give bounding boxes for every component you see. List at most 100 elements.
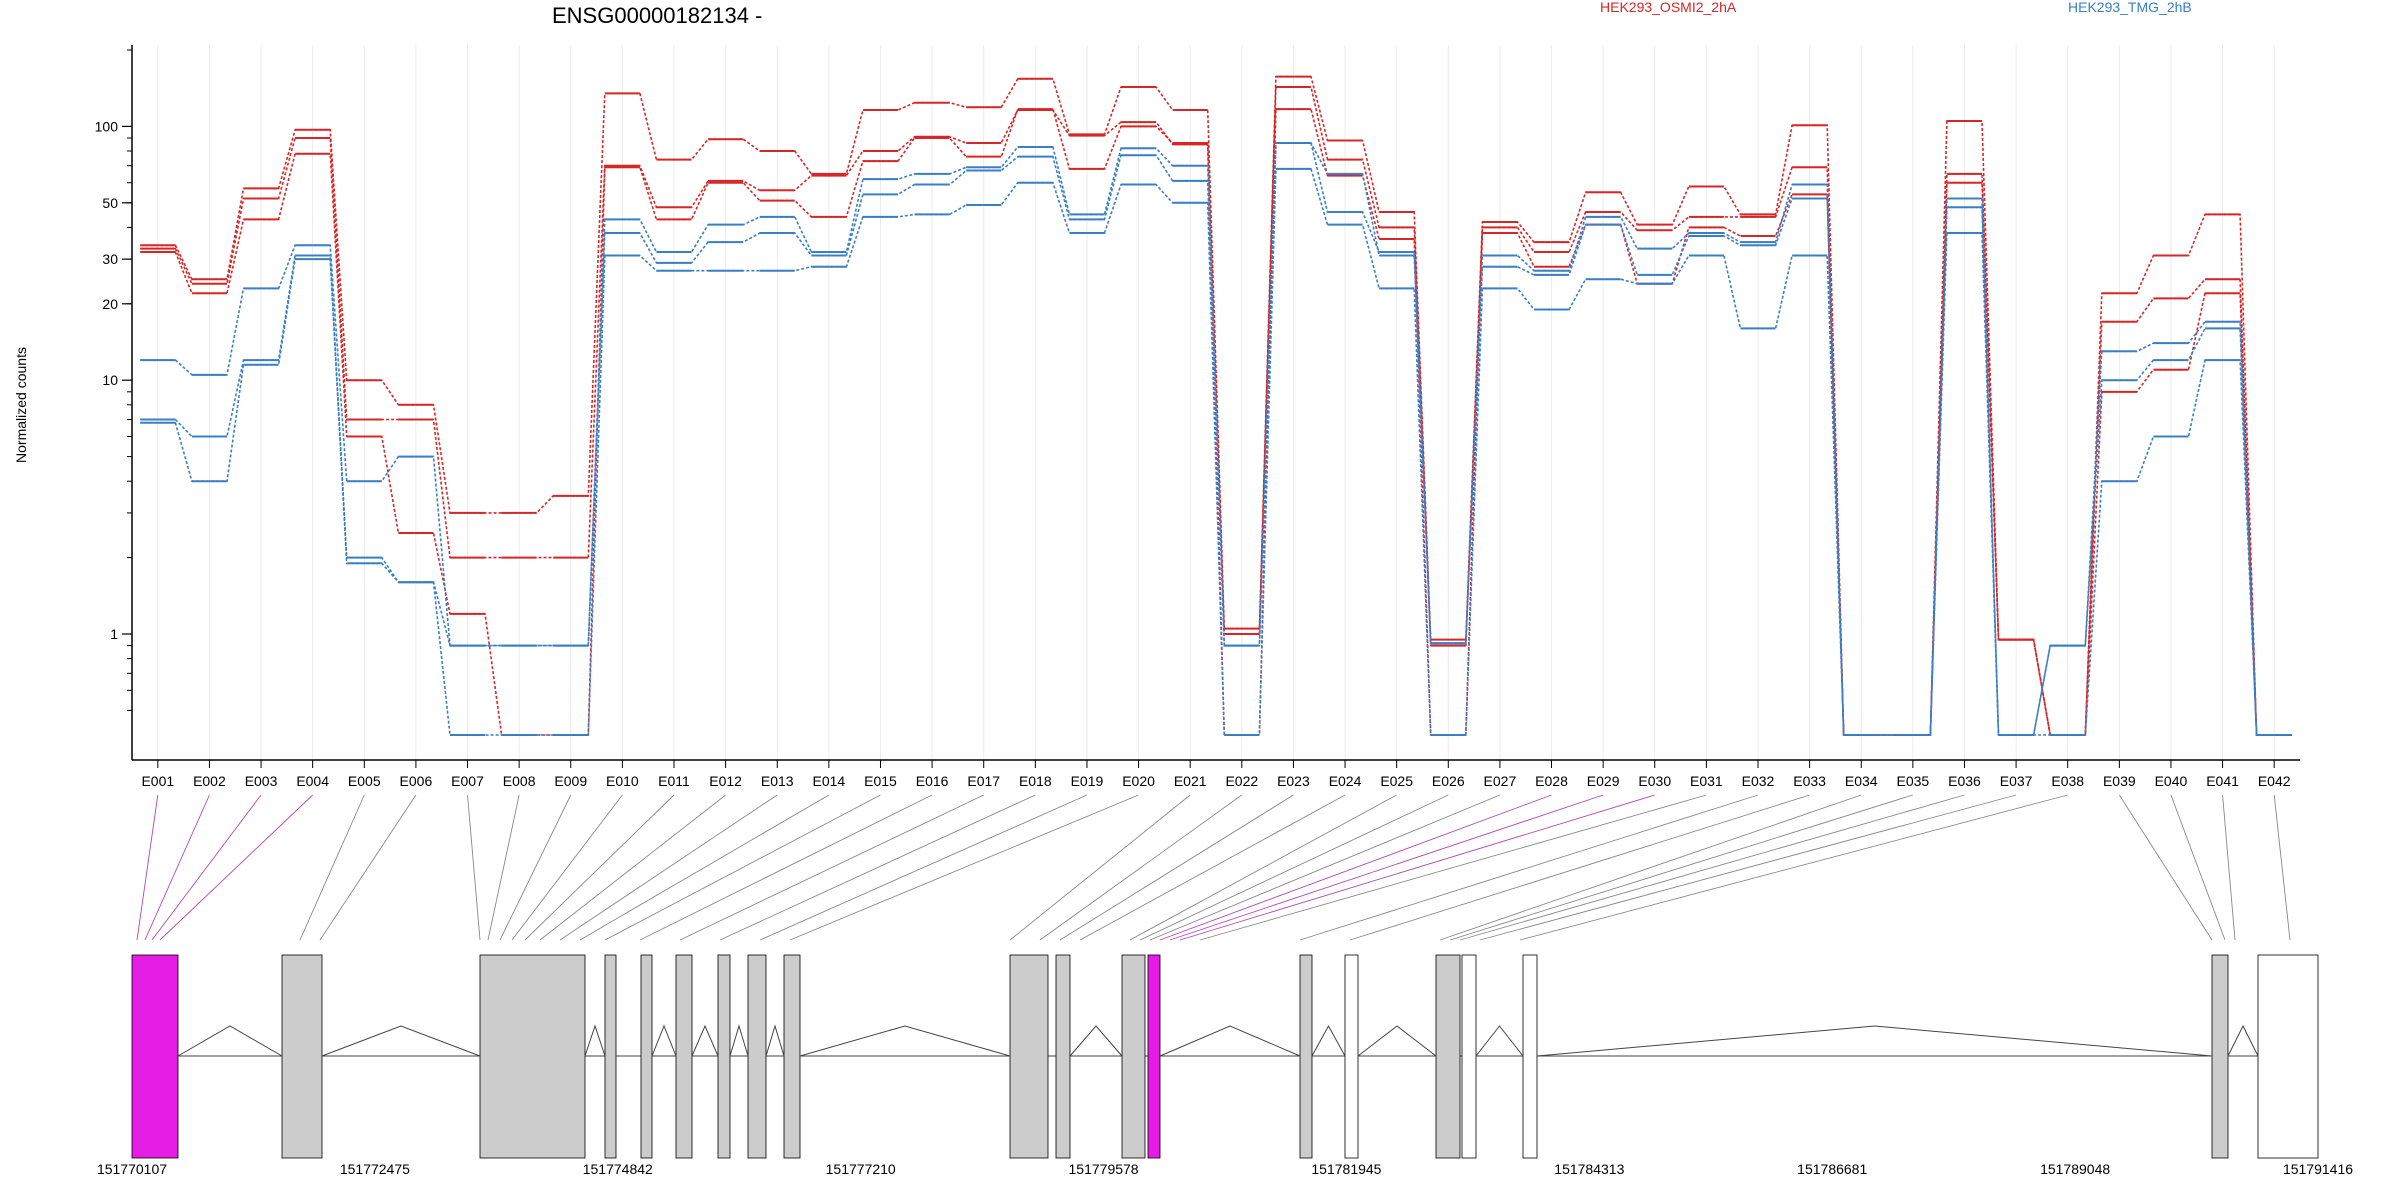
exon-box: [675, 954, 693, 1159]
connector-line: [1299, 794, 1759, 941]
exon-box: [717, 954, 731, 1159]
exon-box: [783, 954, 801, 1159]
x-tick-label: E020: [1122, 773, 1155, 789]
connector-line: [1459, 794, 1965, 941]
x-tick-label: E022: [1225, 773, 1258, 789]
x-tick-label: E033: [1793, 773, 1826, 789]
exon-connector-lines: [136, 794, 2291, 941]
genome-coordinate-label: 151781945: [1311, 1161, 1381, 1177]
intron-chevron: [1357, 1025, 1437, 1057]
intron-chevron: [1311, 1024, 1346, 1057]
x-tick-label: E023: [1277, 773, 1310, 789]
connector-line: [2118, 794, 2213, 941]
connector-line: [2170, 794, 2226, 941]
x-tick-label: E031: [1690, 773, 1723, 789]
genome-coordinate-label: 151774842: [583, 1161, 653, 1177]
exon-box: [1344, 954, 1359, 1159]
exon-box: [747, 954, 767, 1159]
x-tick-label: E016: [916, 773, 949, 789]
connector-line: [299, 794, 365, 941]
connector-line: [604, 794, 881, 941]
connector-line: [679, 794, 984, 941]
intron-chevron: [651, 1024, 677, 1057]
x-tick-label: E027: [1484, 773, 1517, 789]
exon-box: [2211, 954, 2229, 1159]
x-tick-label: E034: [1845, 773, 1878, 789]
x-tick-label: E035: [1897, 773, 1930, 789]
genome-coordinate-label: 151777210: [826, 1161, 896, 1177]
connector-line: [1349, 794, 1810, 941]
exon-box: [1121, 954, 1146, 1159]
connector-line: [2273, 794, 2291, 941]
connector-line: [1169, 794, 1604, 941]
intron-chevron: [765, 1024, 785, 1057]
exon-box: [2257, 954, 2319, 1159]
x-tick-label: E007: [451, 773, 484, 789]
genome-coordinate-label: 151791416: [2283, 1161, 2353, 1177]
connector-line: [159, 794, 313, 941]
connector-line: [1199, 794, 1707, 941]
connector-line: [524, 794, 675, 941]
connector-line: [151, 794, 262, 941]
intron-chevron: [1159, 1025, 1301, 1057]
x-tick-label: E012: [709, 773, 742, 789]
x-tick-label: E015: [864, 773, 897, 789]
connector-line: [539, 794, 726, 941]
intron-chevron: [321, 1025, 481, 1057]
x-tick-label: E004: [296, 773, 329, 789]
exon-box: [1147, 954, 1161, 1159]
x-tick-label: E006: [400, 773, 433, 789]
exon-box: [1299, 954, 1313, 1159]
x-tick-label: E039: [2103, 773, 2136, 789]
connector-line: [1039, 794, 1243, 941]
series-line: [140, 168, 2292, 736]
y-axis: 1 10 20 30 50 100: [95, 45, 133, 760]
x-tick-label: E013: [761, 773, 794, 789]
intron-chevron: [1069, 1025, 1123, 1057]
connector-line: [2222, 794, 2236, 941]
connector-line: [499, 794, 572, 941]
connector-line: [511, 794, 623, 941]
intron-chevron: [584, 1024, 606, 1057]
x-tick-label: E021: [1174, 773, 1207, 789]
x-tick-label: E010: [606, 773, 639, 789]
x-tick-label: E011: [658, 773, 690, 789]
x-tick-label: E025: [1380, 773, 1413, 789]
exon-box: [604, 954, 617, 1159]
x-tick-label: E019: [1071, 773, 1104, 789]
x-tick-label: E042: [2258, 773, 2291, 789]
connector-line: [136, 794, 159, 941]
legend-entry-tmg: HEK293_TMG_2hB: [2068, 0, 2192, 15]
connector-line: [1179, 794, 1655, 941]
intron-chevron: [729, 1024, 749, 1057]
y-tick-label: 10: [102, 372, 118, 388]
connector-line: [1149, 794, 1501, 941]
genome-coordinate-label: 151786681: [1797, 1161, 1867, 1177]
connector-line: [144, 794, 210, 941]
genome-coordinate-axis: 151770107 151772475 151774842 151777210 1517…: [97, 1161, 2353, 1177]
connector-line: [1059, 794, 1294, 941]
connector-line: [789, 794, 1139, 941]
x-axis: E001 E002 E003 E004 E005 E006 E007 E008 E009 E010…: [132, 759, 2300, 789]
connector-line: [1079, 794, 1346, 941]
x-tick-label: E008: [503, 773, 536, 789]
x-tick-label: E038: [2051, 773, 2084, 789]
exon-box: [131, 954, 179, 1159]
series-line: [140, 108, 2292, 736]
legend-entry-osmi2: HEK293_OSMI2_2hA: [1600, 0, 1737, 15]
x-tick-label: E030: [1638, 773, 1671, 789]
genome-coordinate-label: 151770107: [97, 1161, 167, 1177]
connector-line: [639, 794, 933, 941]
exon-box: [281, 954, 323, 1159]
connector-line: [1009, 794, 1191, 941]
intron-chevron: [691, 1024, 719, 1057]
x-tick-label: E024: [1329, 773, 1362, 789]
exon-box: [1435, 954, 1461, 1159]
connector-line: [1159, 794, 1552, 941]
x-tick-label: E017: [967, 773, 1000, 789]
connector-line: [719, 794, 1036, 941]
connector-line: [1439, 794, 1862, 941]
connector-line: [319, 794, 417, 941]
intron-chevron: [1475, 1025, 1524, 1057]
x-tick-label: E032: [1742, 773, 1775, 789]
